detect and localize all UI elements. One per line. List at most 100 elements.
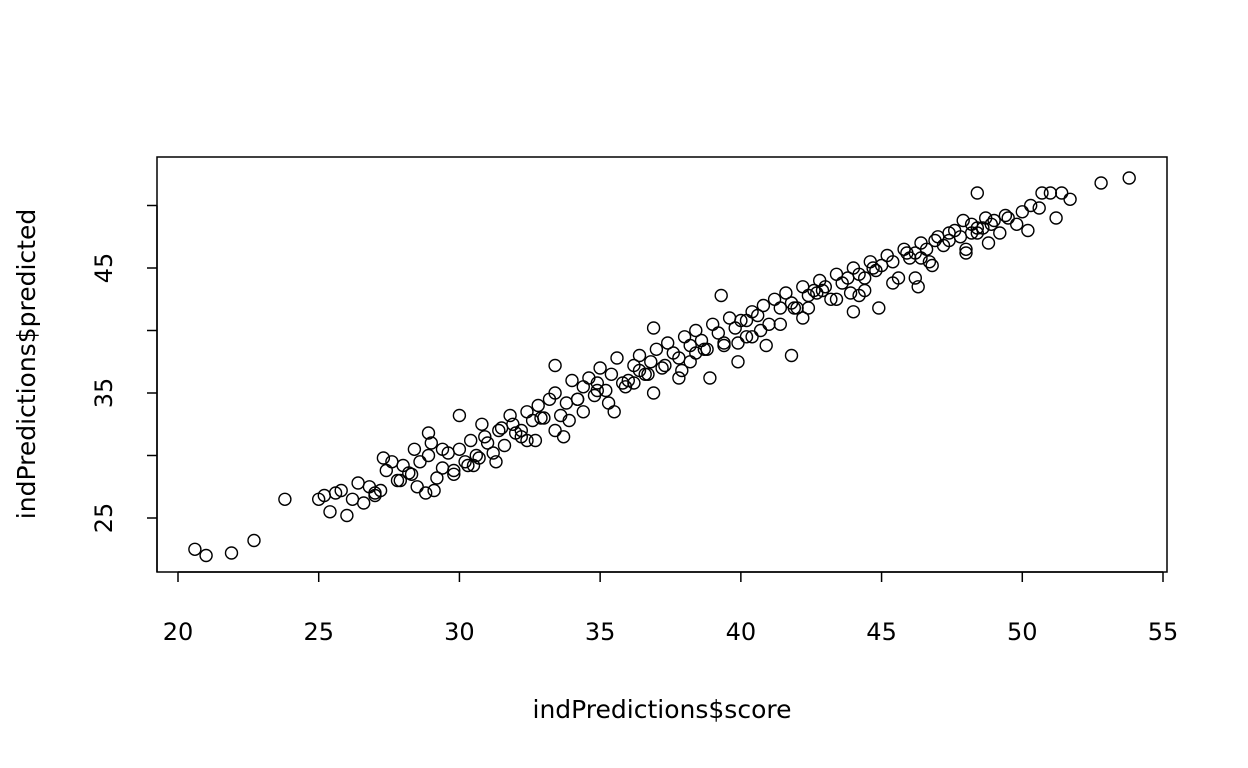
data-point — [981, 236, 996, 250]
data-point — [421, 426, 436, 440]
data-point — [824, 292, 838, 306]
data-point — [576, 380, 590, 394]
data-point — [1049, 211, 1063, 225]
data-point — [548, 386, 562, 400]
data-point — [472, 451, 486, 465]
data-point — [979, 211, 993, 225]
data-point — [717, 338, 731, 353]
data-point — [661, 336, 675, 350]
data-point — [607, 405, 621, 419]
data-point — [993, 226, 1007, 240]
data-point — [734, 313, 748, 328]
y-axis-label: indPredictions$predicted — [12, 209, 41, 519]
data-point — [1054, 186, 1069, 200]
data-point — [368, 486, 382, 500]
data-point — [796, 280, 810, 294]
data-point — [576, 405, 590, 419]
data-point — [407, 442, 422, 456]
data-point — [711, 326, 725, 340]
data-point — [548, 358, 562, 373]
data-point — [773, 317, 787, 331]
x-tick-label: 45 — [866, 618, 897, 646]
data-point — [762, 317, 776, 331]
data-point — [404, 467, 419, 481]
data-point — [570, 392, 585, 406]
data-point — [717, 336, 731, 350]
data-point — [914, 251, 928, 265]
data-point — [323, 505, 337, 519]
data-point — [486, 446, 500, 460]
data-point — [188, 542, 202, 556]
data-point — [590, 383, 604, 398]
data-point — [922, 255, 937, 269]
data-point — [461, 458, 475, 473]
data-point — [424, 436, 438, 450]
data-point — [435, 461, 450, 475]
data-point — [520, 405, 534, 419]
data-point — [928, 233, 942, 248]
data-point — [627, 376, 641, 390]
data-point — [497, 438, 512, 453]
data-point — [464, 433, 478, 448]
data-point — [784, 348, 799, 363]
data-point — [447, 463, 461, 478]
data-point — [199, 548, 213, 563]
data-point — [452, 408, 467, 423]
data-point — [931, 230, 945, 244]
data-point — [641, 367, 655, 381]
data-point — [427, 483, 441, 498]
data-point — [1043, 186, 1058, 200]
data-point — [357, 496, 371, 510]
x-tick-label: 30 — [444, 618, 475, 646]
x-axis-label: indPredictions$score — [533, 695, 792, 724]
data-point — [489, 455, 503, 469]
data-point — [503, 408, 517, 423]
data-point — [514, 430, 528, 444]
x-tick-label: 20 — [163, 618, 194, 646]
data-point — [706, 317, 720, 331]
data-point — [886, 276, 900, 290]
data-point — [452, 442, 467, 456]
data-point — [390, 473, 405, 488]
data-point — [714, 288, 728, 303]
data-point — [475, 417, 489, 431]
data-point — [942, 226, 956, 240]
data-point — [964, 226, 979, 240]
data-point — [534, 411, 548, 425]
data-point — [852, 288, 866, 303]
data-point — [599, 383, 613, 398]
data-point — [413, 455, 427, 469]
data-point — [829, 267, 844, 281]
data-point — [658, 358, 672, 373]
data-point — [421, 448, 436, 463]
data-point — [430, 471, 444, 485]
data-point — [759, 338, 773, 353]
data-point — [1015, 205, 1029, 219]
data-point — [908, 271, 922, 285]
data-point — [632, 363, 647, 378]
data-point — [590, 376, 604, 390]
data-point — [646, 386, 661, 400]
data-point — [1021, 223, 1035, 238]
data-point — [525, 413, 540, 428]
data-point — [480, 436, 495, 450]
data-point — [224, 546, 239, 560]
data-point — [649, 342, 664, 356]
data-point — [458, 455, 472, 469]
data-point — [1023, 198, 1038, 213]
x-tick-label: 50 — [1007, 618, 1038, 646]
data-point — [773, 301, 787, 315]
data-point — [345, 492, 360, 506]
data-point — [987, 213, 1001, 228]
data-point — [1063, 192, 1077, 207]
data-point — [959, 242, 973, 257]
y-tick-label: 35 — [90, 378, 118, 409]
y-tick-label: 45 — [90, 253, 118, 284]
plot-frame — [156, 156, 1168, 573]
data-point — [911, 280, 925, 294]
data-point — [340, 508, 354, 523]
data-point — [492, 423, 506, 438]
data-point — [675, 363, 689, 378]
data-point — [593, 361, 607, 375]
